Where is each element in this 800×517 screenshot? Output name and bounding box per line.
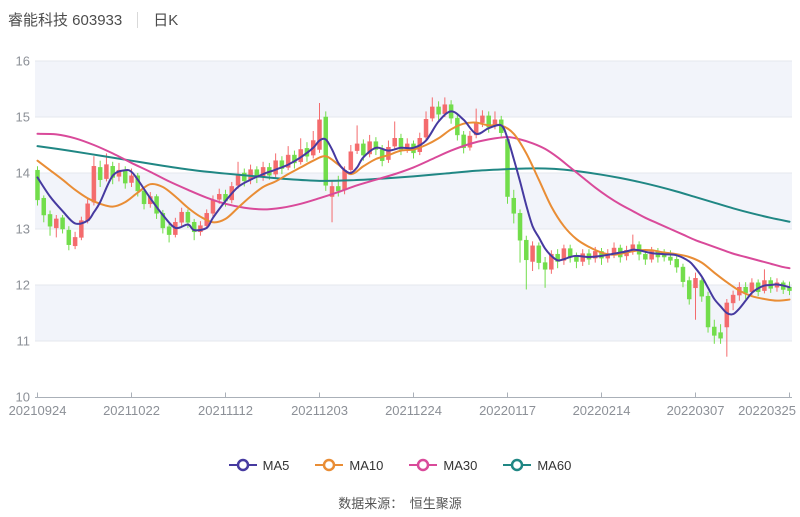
legend-label: MA5 bbox=[262, 457, 290, 473]
y-axis-tick-label: 15 bbox=[16, 110, 30, 125]
y-axis-tick-label: 10 bbox=[16, 390, 30, 405]
ma10-legend-marker-icon bbox=[315, 458, 344, 472]
y-axis-tick-label: 11 bbox=[17, 334, 31, 349]
period-tab-daily-k[interactable]: 日K bbox=[153, 12, 179, 29]
stock-title: 睿能科技 603933 bbox=[8, 12, 123, 29]
y-axis-tick-label: 12 bbox=[16, 278, 30, 293]
x-axis-tick-label: 20220307 bbox=[667, 403, 725, 418]
x-axis-tick-label: 20220117 bbox=[479, 403, 536, 418]
grid-lines bbox=[35, 60, 792, 342]
ma5-line bbox=[36, 110, 791, 316]
legend-item-ma10[interactable]: MA10 bbox=[315, 458, 383, 473]
chart-header: 睿能科技 603933 日K bbox=[8, 9, 178, 30]
y-axis-tick-label: 14 bbox=[16, 166, 30, 181]
legend-label: MA30 bbox=[443, 457, 478, 473]
data-source-label: 数据来源： 恒生聚源 bbox=[338, 496, 462, 511]
ma60-legend-marker-icon bbox=[503, 458, 532, 472]
ma30-legend-marker-icon bbox=[409, 458, 438, 472]
x-axis: 20210924 20211022 20211112 20211203 20211224… bbox=[9, 392, 796, 418]
ma5-legend-marker-icon bbox=[228, 458, 257, 472]
x-axis-tick-label: 20211224 bbox=[385, 403, 442, 418]
header-divider bbox=[137, 11, 139, 28]
x-axis-tick-label: 20211022 bbox=[103, 403, 160, 418]
x-axis-tick-label: 20211203 bbox=[291, 403, 348, 418]
x-axis-tick-label: 20220325 bbox=[738, 403, 796, 418]
y-axis-labels: 16 15 14 13 12 11 10 bbox=[16, 54, 30, 405]
legend-label: MA10 bbox=[349, 457, 384, 473]
legend-item-ma5[interactable]: MA5 bbox=[228, 457, 290, 473]
chart-legend: MA5 MA10 MA30 MA60 bbox=[0, 452, 800, 478]
y-axis-tick-label: 13 bbox=[16, 222, 30, 237]
ma10-line bbox=[36, 121, 791, 302]
ma60-line bbox=[36, 145, 791, 223]
y-axis-tick-label: 16 bbox=[16, 54, 30, 69]
legend-item-ma60[interactable]: MA60 bbox=[503, 458, 571, 473]
legend-label: MA60 bbox=[537, 457, 572, 473]
price-bands bbox=[35, 61, 792, 341]
x-axis-tick-label: 20210924 bbox=[9, 403, 67, 418]
x-axis-tick-label: 20220214 bbox=[573, 403, 631, 418]
legend-item-ma30[interactable]: MA30 bbox=[409, 458, 477, 473]
ma30-line bbox=[36, 132, 791, 270]
x-axis-tick-label: 20211112 bbox=[198, 403, 253, 418]
